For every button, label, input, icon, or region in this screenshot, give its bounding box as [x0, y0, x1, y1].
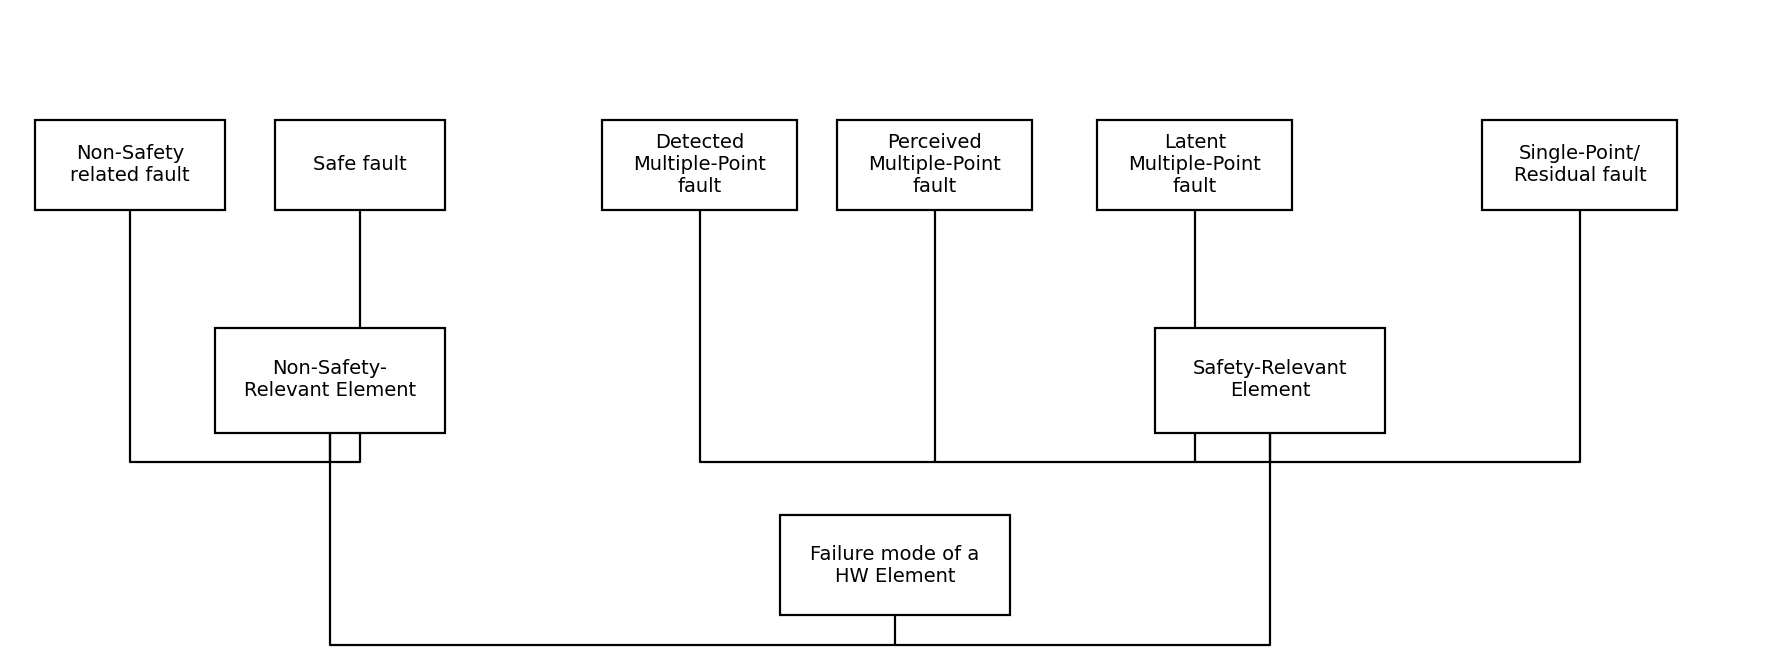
Bar — [603, 120, 798, 210]
Text: Safety-Relevant
Element: Safety-Relevant Element — [1191, 360, 1347, 401]
Text: Safe fault: Safe fault — [313, 155, 406, 174]
Bar — [36, 120, 225, 210]
Bar — [1154, 328, 1385, 433]
Text: Latent
Multiple-Point
fault: Latent Multiple-Point fault — [1127, 133, 1261, 196]
Text: Perceived
Multiple-Point
fault: Perceived Multiple-Point fault — [868, 133, 1000, 196]
Bar — [276, 120, 445, 210]
Bar — [1481, 120, 1676, 210]
Text: Failure mode of a
HW Element: Failure mode of a HW Element — [810, 545, 979, 586]
Bar — [1097, 120, 1292, 210]
Bar — [780, 515, 1009, 615]
Text: Detected
Multiple-Point
fault: Detected Multiple-Point fault — [633, 133, 766, 196]
Bar — [215, 328, 445, 433]
Text: Single-Point/
Residual fault: Single-Point/ Residual fault — [1513, 145, 1646, 186]
Text: Non-Safety-
Relevant Element: Non-Safety- Relevant Element — [243, 360, 415, 401]
Text: Non-Safety
related fault: Non-Safety related fault — [70, 145, 190, 186]
Bar — [837, 120, 1032, 210]
